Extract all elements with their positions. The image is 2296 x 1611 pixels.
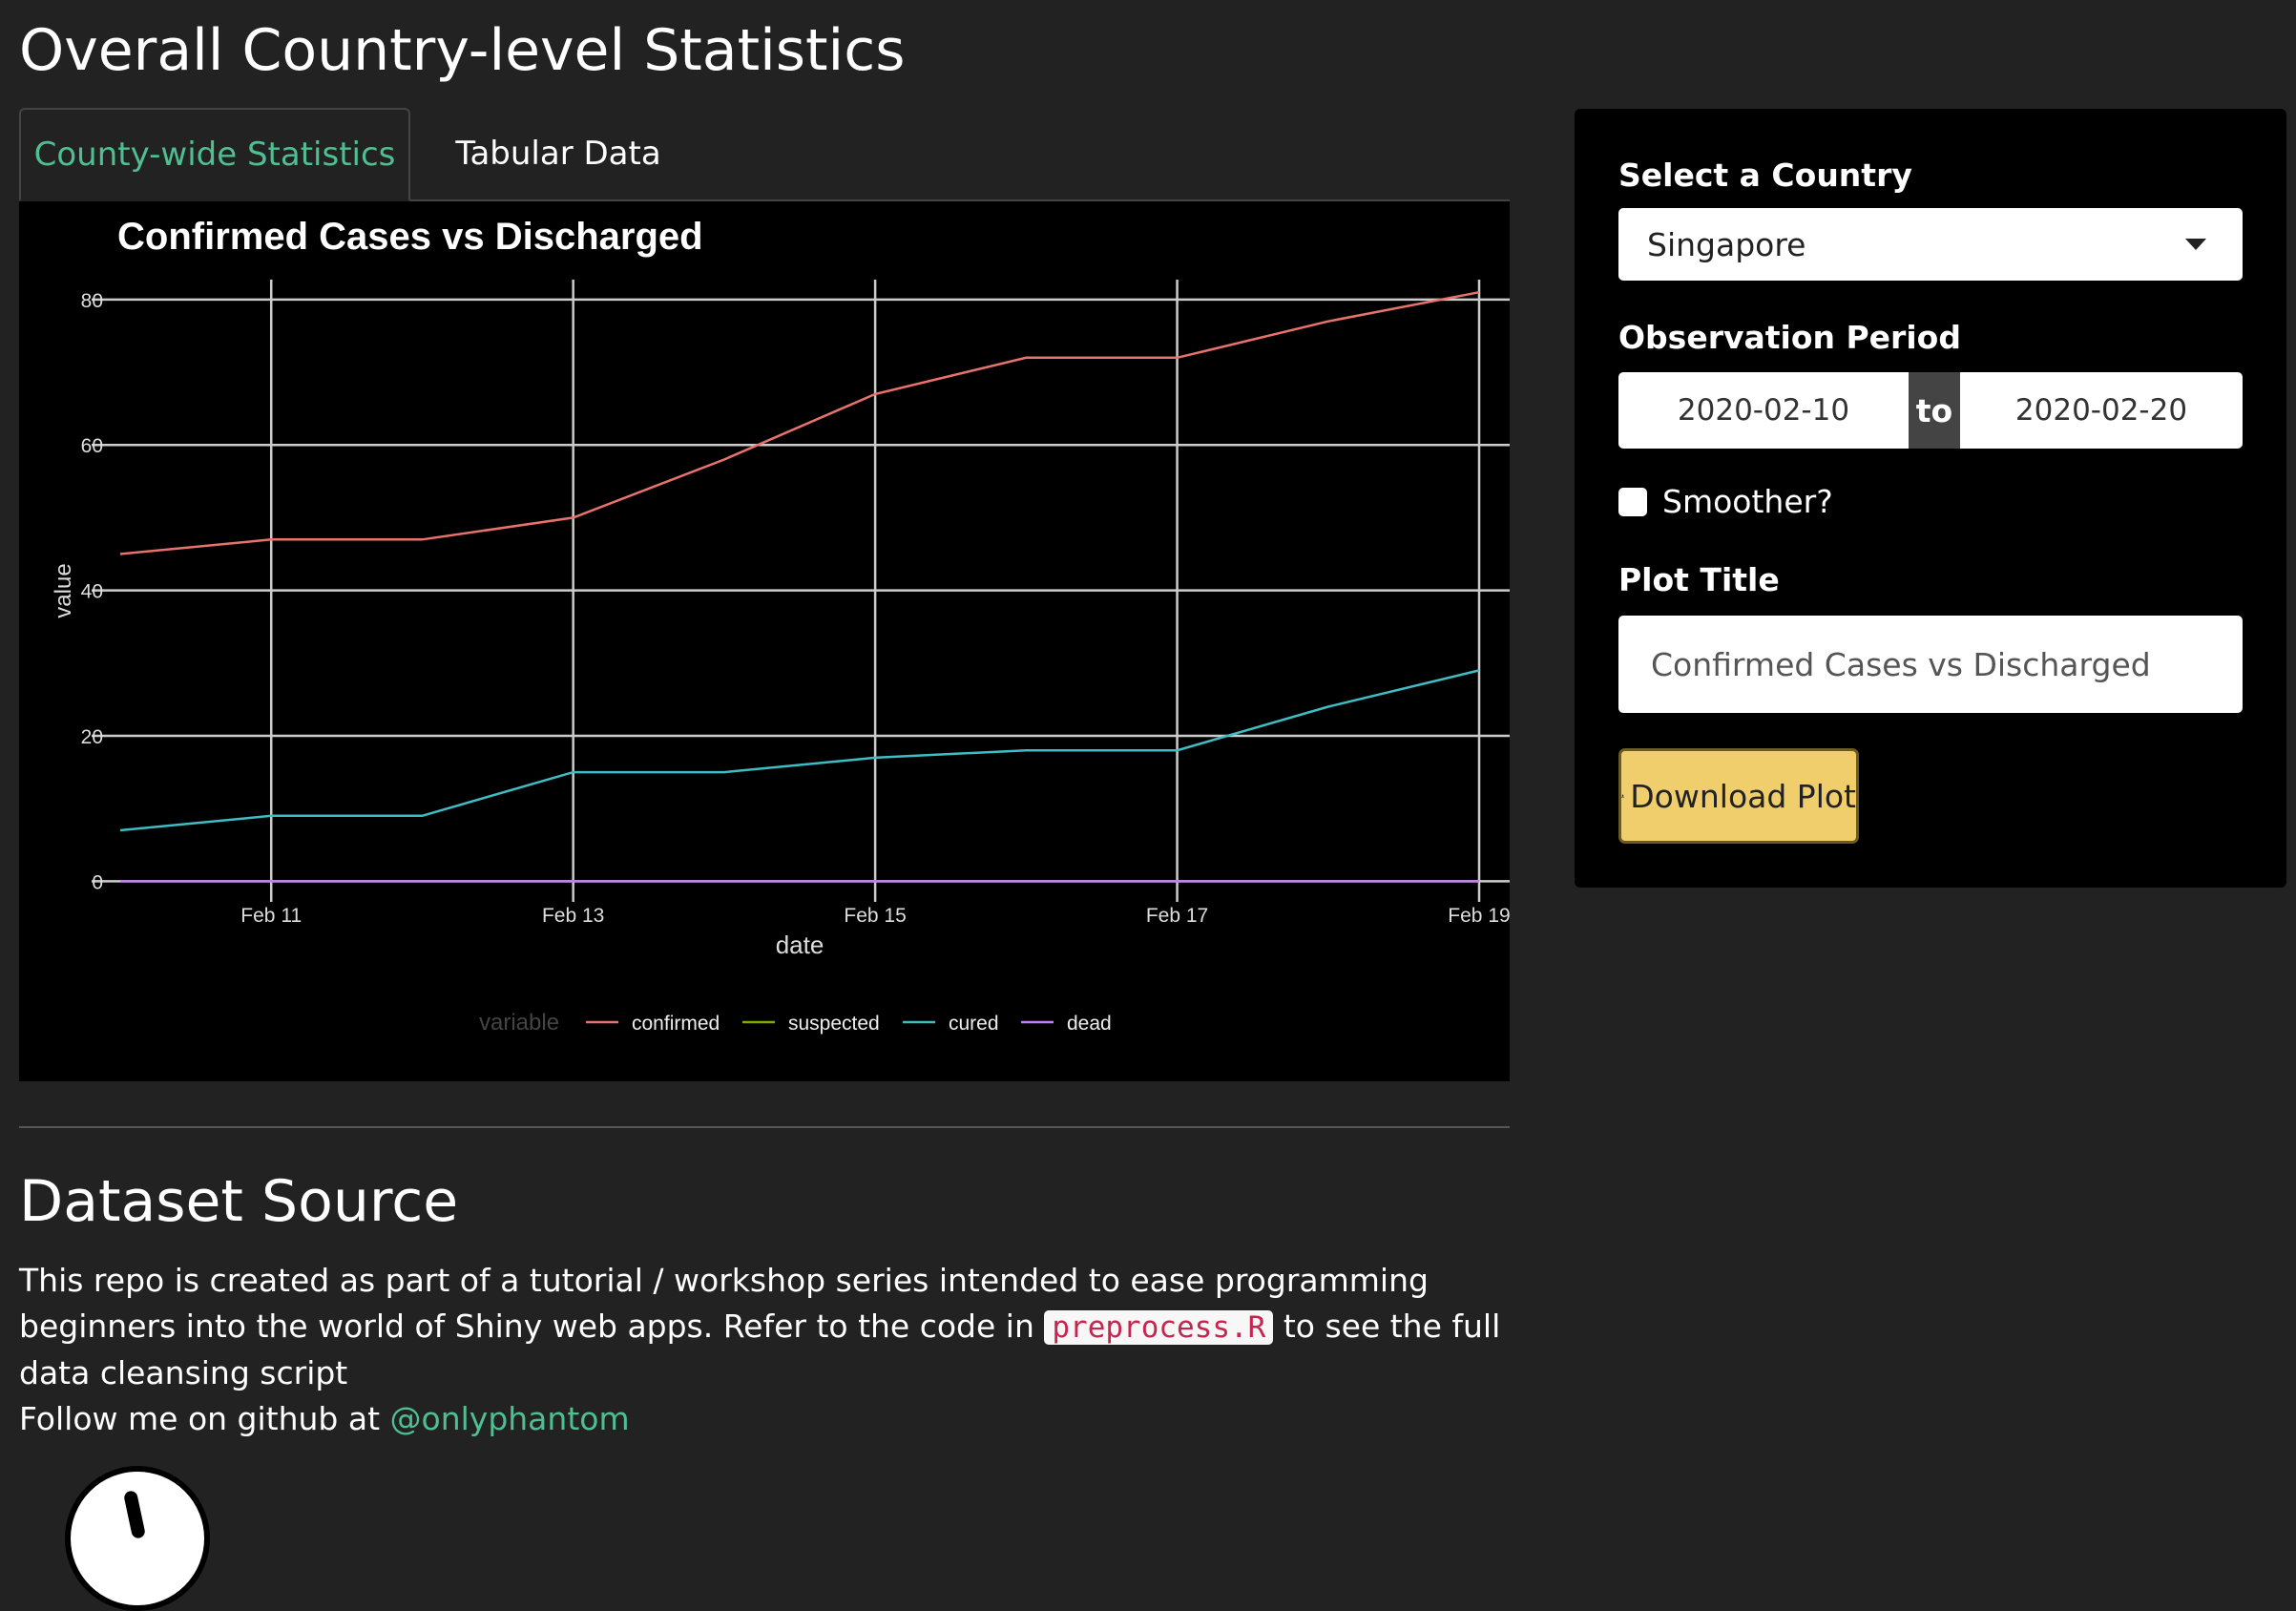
logo — [65, 1466, 210, 1611]
country-select-value: Singapore — [1647, 225, 1806, 263]
download-plot-button[interactable]: Download Plot — [1618, 748, 1859, 844]
legend-label-suspected: suspected — [788, 1013, 880, 1035]
series-line-cured — [119, 669, 1480, 832]
y-tick-label: 40 — [81, 581, 103, 603]
x-tick-label: Feb 19 — [1448, 905, 1510, 927]
tab-county-wide-statistics[interactable]: County-wide Statistics — [19, 108, 410, 201]
follow-text: Follow me on github at — [19, 1400, 390, 1437]
country-label: Select a Country — [1618, 157, 1912, 194]
plot-title-label: Plot Title — [1618, 561, 1780, 598]
y-tick-label: 0 — [92, 871, 103, 893]
series-line-confirmed — [119, 290, 1480, 555]
chart-title: Confirmed Cases vs Discharged — [117, 216, 703, 258]
legend-label-cured: cured — [949, 1013, 999, 1035]
legend-label-dead: dead — [1067, 1013, 1112, 1035]
x-tick-label: Feb 17 — [1146, 905, 1208, 927]
country-select[interactable]: Singapore — [1618, 208, 2243, 281]
line-chart: Confirmed Cases vs Discharged 0 20 40 60 80 Fe… — [51, 216, 1510, 1036]
legend-title: variable — [479, 1010, 559, 1036]
plot-title-input[interactable]: Confirmed Cases vs Discharged — [1618, 616, 2243, 713]
code-snippet: preprocess.R — [1044, 1310, 1274, 1345]
x-tick-label: Feb 15 — [844, 905, 906, 927]
description-text-end: to see the full data cleansing script — [19, 1308, 1501, 1391]
y-tick-label: 80 — [81, 290, 103, 312]
dataset-description: This repo is created as part of a tutori… — [19, 1258, 1508, 1442]
tab-bar: County-wide Statistics Tabular Data — [19, 108, 1510, 201]
x-axis-label: date — [776, 931, 824, 959]
github-link[interactable]: @onlyphantom — [389, 1400, 630, 1437]
date-range-separator: to — [1909, 372, 1960, 449]
download-plot-label: Download Plot — [1630, 777, 1856, 815]
caret-down-icon — [2185, 239, 2206, 250]
date-range-input: 2020-02-10 to 2020-02-20 — [1618, 372, 2243, 449]
download-icon — [1621, 794, 1625, 798]
smoother-label: Smoother? — [1662, 483, 1833, 520]
observation-period-label: Observation Period — [1618, 319, 1961, 356]
sidebar-panel: Select a Country Singapore Observation P… — [1575, 109, 2286, 888]
divider — [19, 1126, 1510, 1128]
tab-tabular-data[interactable]: Tabular Data — [455, 135, 661, 173]
smoother-checkbox[interactable] — [1618, 487, 1647, 516]
legend-label-confirmed: confirmed — [632, 1013, 720, 1035]
logo-mark — [122, 1490, 147, 1539]
page-title: Overall Country-level Statistics — [19, 17, 906, 84]
y-tick-label: 60 — [81, 435, 103, 457]
y-tick-label: 20 — [81, 726, 103, 748]
dataset-source-title: Dataset Source — [19, 1168, 459, 1235]
end-date-input[interactable]: 2020-02-20 — [1960, 372, 2243, 449]
start-date-input[interactable]: 2020-02-10 — [1618, 372, 1909, 449]
description-text: This repo is created as part of a tutori… — [19, 1262, 1429, 1345]
plot-area: Confirmed Cases vs Discharged 0 20 40 60 80 Fe… — [19, 201, 1510, 1081]
x-tick-label: Feb 11 — [240, 905, 302, 927]
y-axis-label: value — [51, 563, 76, 617]
smoother-checkbox-row[interactable]: Smoother? — [1618, 483, 1833, 520]
x-tick-label: Feb 13 — [542, 905, 604, 927]
